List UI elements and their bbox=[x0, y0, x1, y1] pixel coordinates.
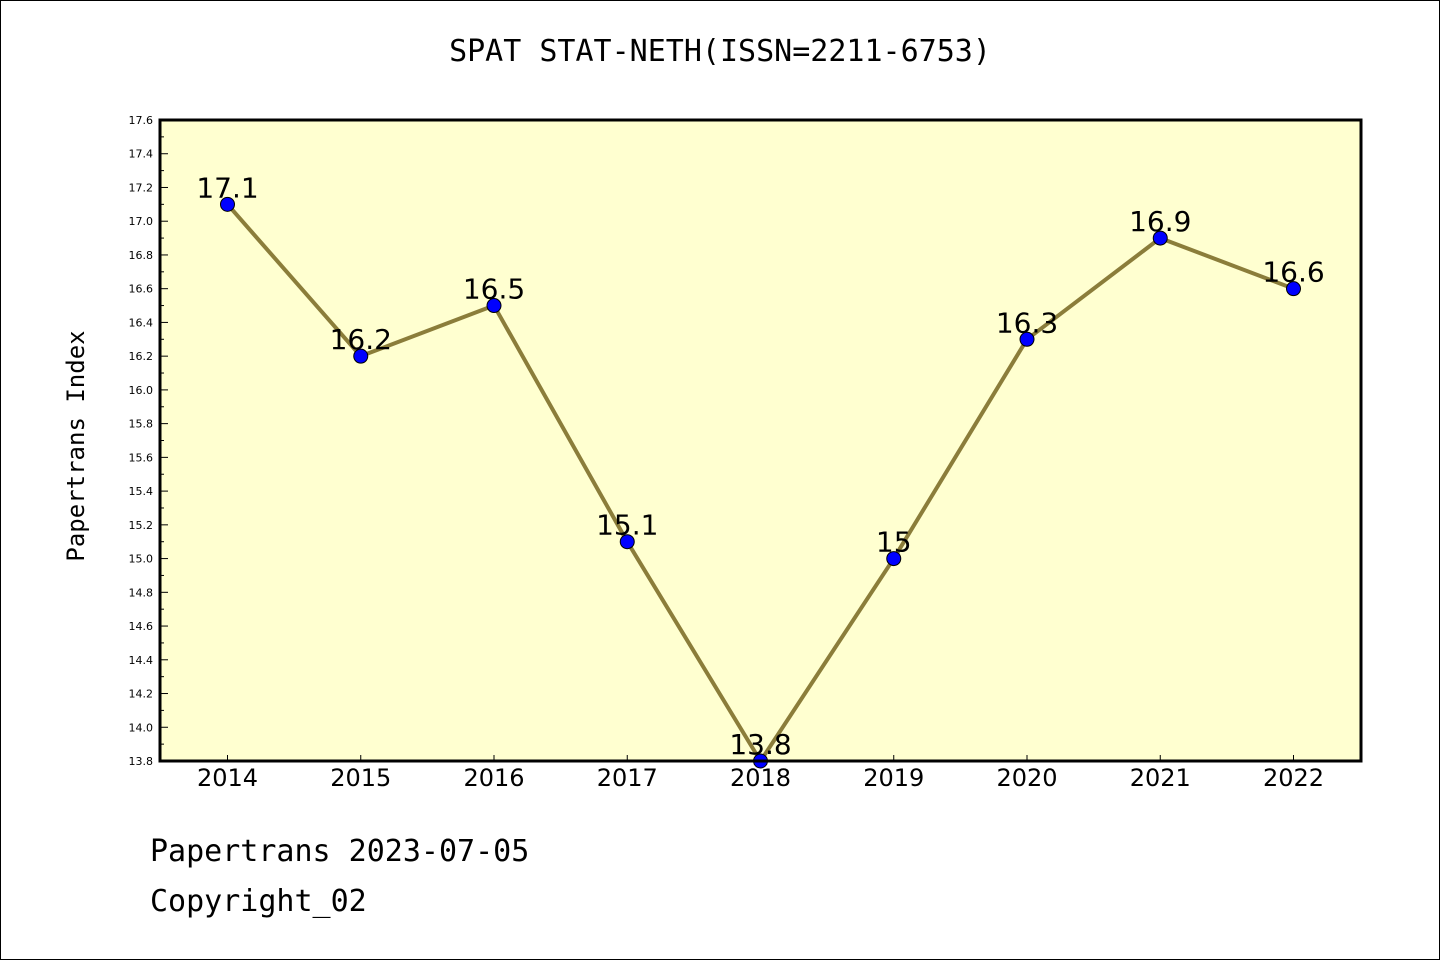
x-tick-label: 2020 bbox=[996, 764, 1057, 792]
plot-area bbox=[160, 120, 1361, 761]
y-tick-label: 14.0 bbox=[129, 721, 154, 734]
y-tick-label: 15.0 bbox=[129, 553, 154, 566]
data-point bbox=[619, 534, 635, 550]
y-tick-label: 16.0 bbox=[129, 384, 154, 397]
x-tick-label: 2018 bbox=[730, 764, 791, 792]
data-point bbox=[1152, 230, 1168, 246]
y-tick-label: 16.6 bbox=[129, 283, 154, 296]
y-tick-label: 17.0 bbox=[129, 215, 154, 228]
data-label: 16.2 bbox=[330, 323, 392, 356]
y-tick-label: 15.2 bbox=[129, 519, 154, 532]
data-point bbox=[1286, 281, 1301, 297]
x-tick-label: 2017 bbox=[597, 764, 658, 792]
y-tick-label: 14.2 bbox=[129, 688, 154, 701]
data-label: 16.3 bbox=[996, 306, 1058, 339]
data-point bbox=[886, 551, 902, 567]
y-tick-label: 13.8 bbox=[129, 755, 154, 768]
x-tick-label: 2016 bbox=[463, 764, 524, 792]
y-tick-label: 14.4 bbox=[129, 654, 154, 667]
y-tick-label: 16.2 bbox=[129, 350, 154, 363]
data-label: 15.1 bbox=[596, 509, 658, 542]
data-label: 16.5 bbox=[463, 273, 525, 306]
data-label: 13.8 bbox=[729, 728, 791, 761]
data-label: 17.1 bbox=[196, 171, 258, 204]
footer-date: Papertrans 2023-07-05 bbox=[150, 834, 530, 869]
y-tick-label: 16.4 bbox=[129, 316, 154, 329]
data-point bbox=[1019, 331, 1035, 347]
data-point bbox=[486, 298, 502, 314]
x-tick-label: 2015 bbox=[330, 764, 391, 792]
footer-copyright: Copyright_02 bbox=[150, 884, 367, 919]
y-tick-label: 17.4 bbox=[129, 148, 154, 161]
plot-border bbox=[158, 118, 1363, 763]
y-tick-label: 17.6 bbox=[129, 114, 154, 127]
y-tick-label: 14.8 bbox=[129, 586, 154, 599]
x-tick-label: 2014 bbox=[197, 764, 258, 792]
chart-title: SPAT STAT-NETH(ISSN=2211-6753) bbox=[449, 34, 991, 69]
x-tick-label: 2022 bbox=[1263, 764, 1324, 792]
data-label: 16.6 bbox=[1262, 256, 1324, 289]
y-tick-label: 14.6 bbox=[129, 620, 154, 633]
y-tick-label: 16.8 bbox=[129, 249, 154, 262]
data-point bbox=[220, 196, 235, 212]
data-point bbox=[353, 348, 369, 364]
y-tick-label: 17.2 bbox=[129, 181, 154, 194]
x-tick-label: 2019 bbox=[863, 764, 924, 792]
y-tick-label: 15.4 bbox=[129, 485, 154, 498]
y-tick-label: 15.6 bbox=[129, 451, 154, 464]
data-label: 16.9 bbox=[1129, 205, 1191, 238]
x-tick-label: 2021 bbox=[1130, 764, 1191, 792]
y-tick-label: 15.8 bbox=[129, 418, 154, 431]
data-label: 15 bbox=[876, 526, 912, 559]
